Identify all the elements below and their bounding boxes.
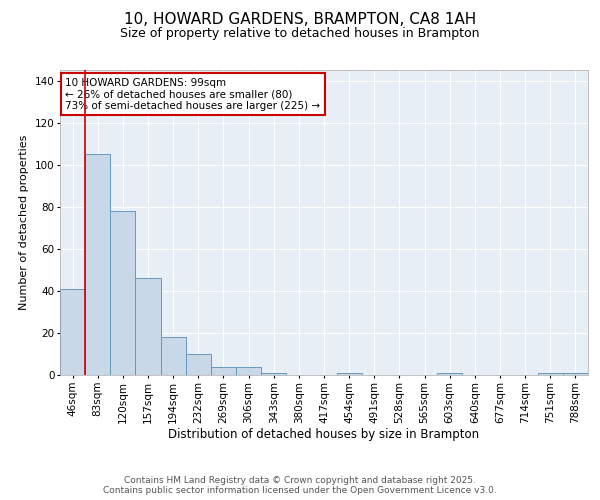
Bar (85, 154, 110, 375)
Bar (161, 337, 186, 375)
Text: 10 HOWARD GARDENS: 99sqm
← 26% of detached houses are smaller (80)
73% of semi-d: 10 HOWARD GARDENS: 99sqm ← 26% of detach… (65, 78, 320, 111)
Bar (60, 289, 85, 375)
Bar (261, 373, 286, 375)
Text: Size of property relative to detached houses in Brampton: Size of property relative to detached ho… (120, 28, 480, 40)
Bar (136, 278, 161, 375)
Text: Contains HM Land Registry data © Crown copyright and database right 2025.
Contai: Contains HM Land Registry data © Crown c… (103, 476, 497, 495)
Bar (437, 373, 462, 375)
X-axis label: Distribution of detached houses by size in Brampton: Distribution of detached houses by size … (169, 428, 479, 441)
Bar (211, 366, 236, 375)
Bar (236, 366, 261, 375)
Text: 10, HOWARD GARDENS, BRAMPTON, CA8 1AH: 10, HOWARD GARDENS, BRAMPTON, CA8 1AH (124, 12, 476, 28)
Bar (337, 373, 362, 375)
Bar (538, 373, 563, 375)
Bar (563, 373, 588, 375)
Y-axis label: Number of detached properties: Number of detached properties (19, 135, 29, 310)
Bar (186, 354, 211, 375)
Bar (110, 211, 136, 375)
